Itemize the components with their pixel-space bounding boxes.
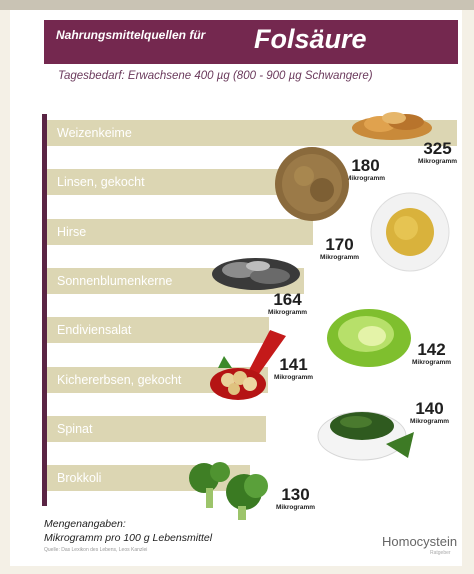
- value-label: 164 Mikrogramm: [268, 291, 307, 317]
- daily-need-text: Tagesbedarf: Erwachsene 400 µg (800 - 90…: [58, 70, 373, 82]
- chickpeas-spoon-icon: [210, 330, 286, 400]
- endive-salad-icon: [327, 309, 411, 367]
- value-number: 140: [415, 399, 444, 418]
- category-label: Sonnenblumenkerne: [57, 273, 173, 288]
- value-unit: Mikrogramm: [418, 158, 458, 165]
- category-label: Spinat: [57, 421, 93, 436]
- millet-bowl-icon: [370, 192, 450, 272]
- value-label: 141 Mikrogramm: [274, 356, 313, 382]
- category-label: Kichererbsen, gekocht: [57, 372, 182, 387]
- value-label: 180 Mikrogramm: [346, 157, 385, 183]
- wheat-germ-icon: [352, 112, 432, 140]
- footer-note: Mikrogramm pro 100 g Lebensmittel: [44, 532, 213, 544]
- header-banner: Nahrungsmittelquellen für Folsäure: [44, 20, 458, 64]
- value-number: 170: [325, 235, 354, 254]
- sunflower-seeds-icon: [212, 258, 300, 290]
- broccoli-icon: [189, 462, 268, 520]
- bar: [47, 317, 270, 344]
- value-number: 164: [273, 290, 302, 309]
- value-number: 180: [351, 156, 380, 175]
- category-label: Weizenkeime: [57, 126, 132, 140]
- value-unit: Mikrogramm: [410, 418, 450, 425]
- value-unit: Mikrogramm: [412, 359, 452, 366]
- value-unit: Mikrogramm: [346, 175, 386, 182]
- lentils-icon: [275, 147, 349, 221]
- bar: [47, 218, 313, 245]
- category-label: Brokkoli: [57, 471, 102, 486]
- footer-heading: Mengenangaben:: [44, 518, 126, 530]
- value-label: 130 Mikrogramm: [276, 486, 315, 512]
- value-number: 142: [417, 340, 446, 359]
- category-label: Linsen, gekocht: [57, 175, 145, 190]
- value-number: 141: [279, 355, 308, 374]
- value-label: 325 Mikrogramm: [418, 140, 457, 166]
- value-number: 130: [281, 485, 310, 504]
- header-subtitle: Nahrungsmittelquellen für: [56, 28, 206, 42]
- header-title: Folsäure: [254, 24, 367, 54]
- value-label: 142 Mikrogramm: [412, 341, 451, 367]
- logo-subtext: Ratgeber: [430, 550, 451, 556]
- logo-text: Homocystein: [382, 534, 458, 549]
- bar: [47, 415, 266, 442]
- value-unit: Mikrogramm: [274, 374, 314, 381]
- value-unit: Mikrogramm: [268, 309, 308, 316]
- brand-logo: Homocystein: [382, 534, 457, 549]
- category-label: Endiviensalat: [57, 323, 132, 338]
- value-unit: Mikrogramm: [276, 504, 316, 511]
- value-label: 140 Mikrogramm: [410, 400, 449, 426]
- source-note: Quelle: Das Lexikon des Lebens, Leos Kan…: [44, 547, 148, 553]
- category-label: Hirse: [57, 224, 87, 239]
- value-label: 170 Mikrogramm: [320, 236, 359, 262]
- top-strip: [0, 0, 474, 10]
- chart-axis: [42, 114, 47, 506]
- value-unit: Mikrogramm: [320, 254, 360, 261]
- value-number: 325: [423, 139, 452, 158]
- spinach-bowl-icon: [317, 411, 414, 461]
